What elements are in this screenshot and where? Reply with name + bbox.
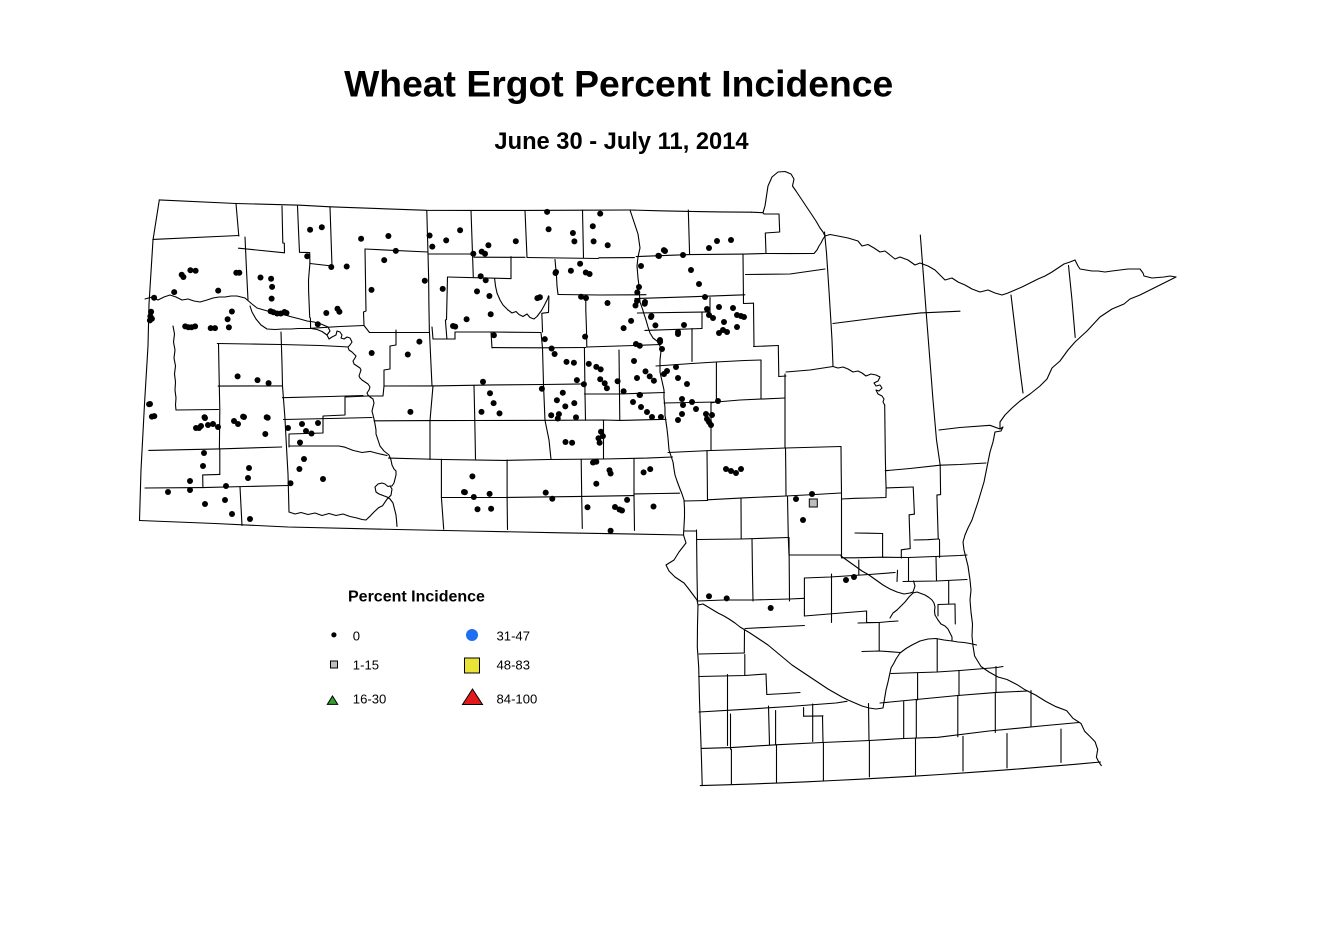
svg-text:1-15: 1-15	[353, 657, 379, 672]
svg-text:84-100: 84-100	[497, 692, 538, 707]
svg-text:16-30: 16-30	[353, 692, 387, 707]
svg-text:0: 0	[353, 628, 360, 643]
svg-text:Wheat Ergot Percent Incidence: Wheat Ergot Percent Incidence	[344, 63, 893, 105]
svg-text:Percent Incidence: Percent Incidence	[348, 589, 485, 606]
svg-text:31-47: 31-47	[497, 628, 531, 643]
svg-text:48-83: 48-83	[497, 657, 531, 672]
svg-text:June 30 - July 11, 2014: June 30 - July 11, 2014	[494, 129, 749, 155]
